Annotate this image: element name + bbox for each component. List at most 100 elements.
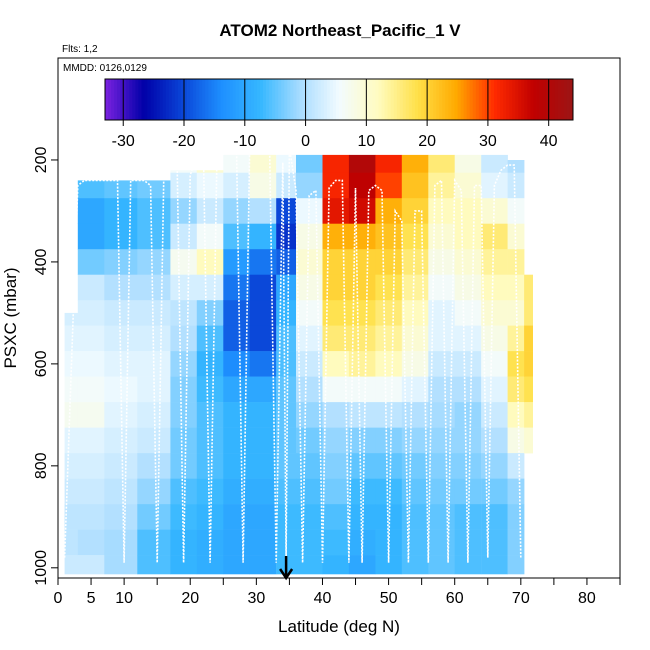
heatmap-cell [375,274,403,301]
colorbar-segment [244,79,249,120]
heatmap-cell [375,154,403,173]
heatmap-cell [481,223,508,250]
heatmap-cell [454,223,482,250]
colorbar-segment [299,79,303,120]
colorbar-segment [284,79,288,120]
heatmap-cell [249,453,277,479]
colorbar-segment [342,79,346,120]
colorbar-segment [126,79,130,120]
heatmap-cell [223,300,250,326]
heatmap-cell [296,555,323,575]
colorbar-segment [484,79,489,120]
colorbar-segment [506,79,510,120]
heatmap-cell [64,325,79,352]
x-tick-label: 50 [380,590,398,607]
colorbar-segment [493,79,498,120]
heatmap-cell [348,555,376,575]
heatmap-cell [196,402,224,428]
colorbar-segment [539,79,544,120]
colorbar-segment [439,79,443,120]
heatmap-cell [137,453,171,479]
heatmap-cell [196,351,224,377]
heatmap-cell [276,300,297,326]
colorbar-segment [436,79,440,120]
colorbar-segment [256,79,261,120]
colorbar-segment [542,79,547,120]
colorbar-segment [193,79,197,120]
heatmap-cell [375,453,403,479]
heatmap-cell [401,529,429,556]
colorbar-segment [390,79,395,120]
heatmap-cells [64,154,533,575]
heatmap-cell [137,504,171,530]
heatmap-cell [401,504,429,530]
heatmap-cell [64,555,79,575]
colorbar-segment [156,79,161,120]
colorbar-segment [554,79,559,120]
colorbar-tick-label: -10 [233,133,256,150]
heatmap-cell [454,453,482,479]
colorbar-segment [357,79,361,120]
heatmap-cell [507,453,525,479]
heatmap-cell [296,154,323,173]
heatmap-cell [249,198,277,224]
heatmap-cell [249,529,277,556]
y-tick-label: 600 [33,350,50,377]
colorbar-segment [177,79,182,120]
heatmap-cell [428,351,455,377]
heatmap-cell [401,555,429,575]
colorbar-segment [360,79,364,120]
heatmap-cell [348,172,376,199]
heatmap-cell [454,427,482,454]
heatmap-cell [322,376,350,403]
heatmap-cell [481,555,508,575]
heatmap-cell [137,478,171,505]
latitude-marker-arrow [279,556,294,581]
flight-track [63,146,522,563]
colorbar-segment [393,79,398,120]
heatmap-cell [481,325,508,352]
colorbar-segment [269,79,273,120]
colorbar-segment [229,79,234,120]
heatmap-cell [322,172,350,199]
heatmap-cell [375,402,403,428]
colorbar-segment [226,79,230,120]
colorbar-segment [293,79,297,120]
heatmap-cell [296,504,323,530]
heatmap-cell [428,274,455,301]
colorbar-segment [366,79,370,120]
colorbar-segment [524,79,528,120]
heatmap-cell [196,249,224,275]
colorbar-segment [512,79,516,120]
heatmap-cell [524,325,533,352]
heatmap-cell [249,402,277,428]
colorbar-segment [354,79,358,120]
colorbar-segment [317,79,322,120]
heatmap-cell [137,555,171,575]
y-axis-label: PSXC (mbar) [1,267,20,368]
heatmap-cell [322,478,350,505]
colorbar-segment [497,79,501,120]
heatmap-cell [104,427,138,454]
colorbar-segment [557,79,562,120]
colorbar-segment [308,79,313,120]
colorbar-segment [311,79,316,120]
colorbar-segment [138,79,142,120]
heatmap-cell [170,351,198,377]
colorbar-tick-label: -30 [112,133,135,150]
heatmap-cell [64,402,79,428]
heatmap-cell [375,172,403,199]
heatmap-cell [276,198,297,224]
heatmap-cell [223,427,250,454]
colorbar-segment [396,79,401,120]
colorbar-tick-label: 0 [301,133,310,150]
colorbar-segment [184,79,188,120]
heatmap-cell [322,453,350,479]
colorbar-segment [117,79,121,120]
heatmap-cell [428,504,455,530]
colorbar-segment [548,79,553,120]
colorbar-tick-label: 20 [418,133,436,150]
heatmap-cell [170,427,198,454]
x-tick-label: 5 [87,590,96,607]
colorbar-segment [463,79,468,120]
